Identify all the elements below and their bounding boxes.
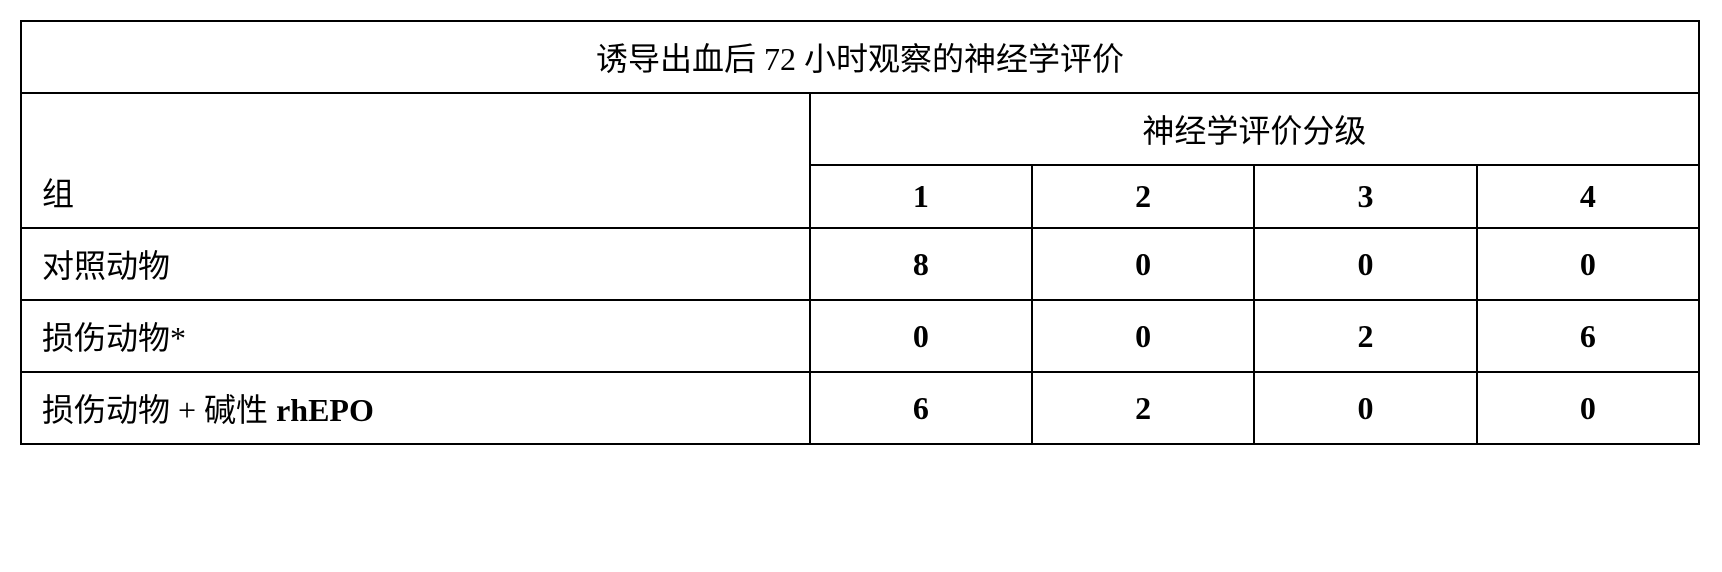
data-cell: 8 [810,228,1032,300]
table-container: 诱导出血后 72 小时观察的神经学评价 组 神经学评价分级 1 2 3 4 对照… [20,20,1700,445]
row-label-0: 对照动物 [21,228,810,300]
grade-col-2: 2 [1032,165,1254,228]
data-cell: 6 [810,372,1032,444]
data-cell: 0 [1254,372,1476,444]
group-header: 组 [21,93,810,228]
table-row: 对照动物 8 0 0 0 [21,228,1699,300]
data-cell: 0 [1477,372,1699,444]
table-title-row: 诱导出血后 72 小时观察的神经学评价 [21,21,1699,93]
row-label-1: 损伤动物* [21,300,810,372]
data-cell: 0 [1032,228,1254,300]
data-cell: 0 [1032,300,1254,372]
table-row: 损伤动物* 0 0 2 6 [21,300,1699,372]
row-label-2: 损伤动物 + 碱性 rhEPO [21,372,810,444]
data-cell: 2 [1032,372,1254,444]
neuro-eval-table: 诱导出血后 72 小时观察的神经学评价 组 神经学评价分级 1 2 3 4 对照… [20,20,1700,445]
grade-subheader: 神经学评价分级 [810,93,1699,165]
grade-col-1: 1 [810,165,1032,228]
data-cell: 0 [1254,228,1476,300]
grade-col-4: 4 [1477,165,1699,228]
data-cell: 2 [1254,300,1476,372]
table-row: 损伤动物 + 碱性 rhEPO 6 2 0 0 [21,372,1699,444]
table-title: 诱导出血后 72 小时观察的神经学评价 [21,21,1699,93]
data-cell: 6 [1477,300,1699,372]
data-cell: 0 [1477,228,1699,300]
data-cell: 0 [810,300,1032,372]
grade-col-3: 3 [1254,165,1476,228]
table-header-row-1: 组 神经学评价分级 [21,93,1699,165]
